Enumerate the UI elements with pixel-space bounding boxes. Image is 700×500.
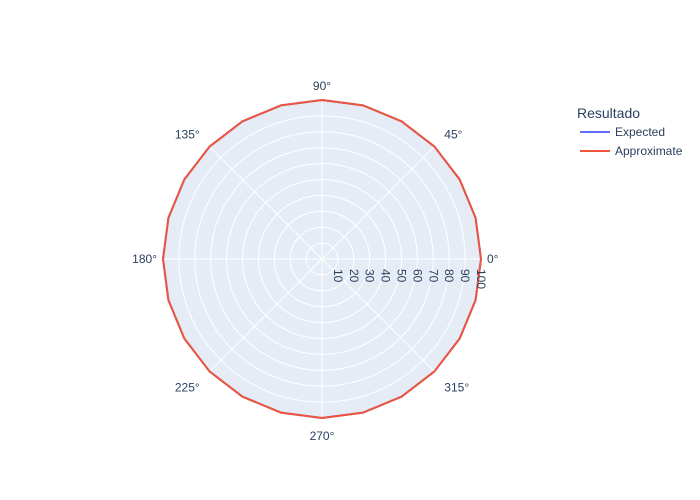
radial-tick-label: 100: [474, 269, 488, 289]
angular-gridlines: [163, 100, 481, 418]
radial-tick-label: 80: [442, 269, 456, 283]
angular-tick-label: 90°: [313, 79, 331, 93]
angular-tick-label: 0°: [487, 252, 499, 266]
legend-label: Expected: [615, 125, 665, 139]
radial-tick-label: 90: [458, 269, 472, 283]
legend-title: Resultado: [577, 105, 640, 121]
legend-item-expected[interactable]: Expected: [580, 125, 665, 139]
radial-tick-label: 10: [331, 269, 345, 283]
radial-tick-label: 30: [363, 269, 377, 283]
angular-gridline-225: [209, 258, 323, 372]
series-layer: [162, 99, 482, 419]
radial-tick-label: 20: [347, 269, 361, 283]
series-line-approximate: [162, 99, 482, 419]
legend-items: Expected Approximate: [580, 125, 683, 158]
angular-tick-label: 180°: [132, 252, 157, 266]
radial-tick-label: 40: [379, 269, 393, 283]
radial-tick-label: 50: [395, 269, 409, 283]
angular-tick-label: 45°: [444, 128, 462, 142]
legend: Resultado Expected Approximate: [577, 105, 683, 158]
legend-item-approximate[interactable]: Approximate: [580, 144, 683, 158]
radial-tick-label: 70: [426, 269, 440, 283]
radial-tick-label: 60: [410, 269, 424, 283]
legend-label: Approximate: [615, 144, 683, 158]
angular-gridline-135: [209, 146, 323, 260]
angular-tick-labels: 0° 45° 90° 135° 180° 225° 270° 315°: [132, 79, 499, 443]
angular-tick-label: 225°: [175, 380, 200, 394]
angular-gridline-45: [321, 146, 435, 260]
angular-tick-label: 315°: [444, 380, 469, 394]
angular-gridline-315: [321, 258, 435, 372]
angular-tick-label: 135°: [175, 128, 200, 142]
radial-tick-labels: 10 20 30 40 50 60 70 80 90 100: [331, 269, 488, 289]
angular-tick-label: 270°: [310, 429, 335, 443]
